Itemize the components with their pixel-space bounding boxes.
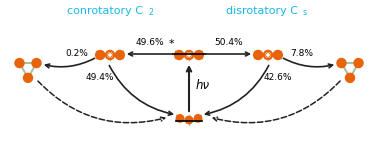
Circle shape [337,59,346,68]
Circle shape [194,51,203,59]
Circle shape [263,51,273,59]
Text: hν: hν [196,79,210,92]
Circle shape [184,51,194,59]
Text: 2: 2 [148,8,153,17]
Circle shape [96,51,105,59]
Text: *: * [168,39,174,49]
Circle shape [176,115,184,122]
Circle shape [273,51,282,59]
Text: s: s [303,8,307,17]
Circle shape [354,59,363,68]
Circle shape [15,59,24,68]
Text: 50.4%: 50.4% [214,38,243,47]
Circle shape [266,53,270,57]
Circle shape [185,116,193,124]
Text: 49.4%: 49.4% [86,73,114,82]
Circle shape [175,51,184,59]
Text: disrotatory C: disrotatory C [226,6,298,16]
Circle shape [345,73,355,82]
Circle shape [194,115,202,122]
Text: 42.6%: 42.6% [264,73,292,82]
Text: 7.8%: 7.8% [290,49,313,58]
Circle shape [254,51,263,59]
Circle shape [23,73,33,82]
Circle shape [32,59,41,68]
Circle shape [115,51,124,59]
Text: conrotatory C: conrotatory C [67,6,143,16]
Text: 0.2%: 0.2% [65,49,88,58]
Circle shape [105,51,115,59]
Circle shape [108,53,112,57]
Text: 49.6%: 49.6% [135,38,164,47]
Circle shape [187,53,191,57]
